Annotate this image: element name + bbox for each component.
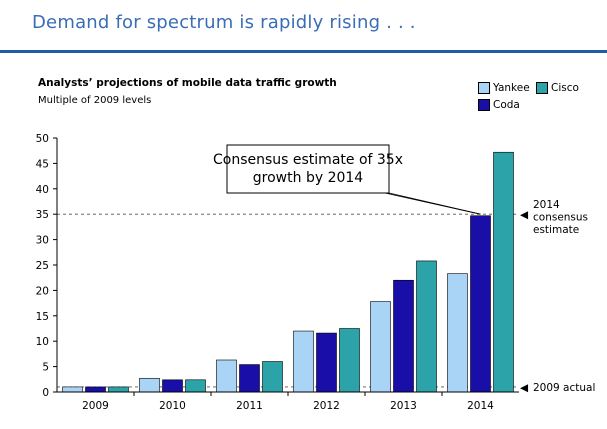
x-tick-label-2013: 2013 [390, 400, 417, 412]
bar-cisco-2011 [262, 361, 283, 393]
legend-label-yankee: Yankee [493, 82, 530, 94]
chart-subtitle: Multiple of 2009 levels [38, 95, 152, 106]
callout-pointer-right [384, 192, 481, 215]
y-tick-label-35: 35 [36, 209, 49, 221]
legend-swatch-cisco [536, 82, 548, 94]
legend-label-cisco: Cisco [551, 82, 579, 94]
y-tick-label-0: 0 [42, 387, 49, 399]
y-tick-label-40: 40 [36, 184, 49, 196]
bar-coda-2014 [470, 215, 491, 393]
bar-yankee-2013 [370, 301, 391, 393]
chart-title: Analysts’ projections of mobile data tra… [38, 77, 337, 89]
bar-cisco-2009 [108, 386, 129, 393]
bar-cisco-2010 [185, 379, 206, 393]
bar-cisco-2013 [416, 260, 437, 393]
x-tick-label-2012: 2012 [313, 400, 340, 412]
bar-coda-2011 [239, 364, 260, 393]
slide-title: Demand for spectrum is rapidly rising . … [32, 12, 416, 33]
legend-label-coda: Coda [493, 99, 520, 111]
callout-text-line-0: Consensus estimate of 35x [213, 152, 403, 168]
bar-yankee-2010 [139, 377, 160, 393]
reference-label-2014-consensus-estimate-1: consensus [533, 212, 588, 224]
y-tick-label-25: 25 [36, 260, 49, 272]
x-tick-label-2014: 2014 [467, 400, 494, 412]
y-tick-label-5: 5 [42, 362, 49, 374]
bar-coda-2009 [85, 386, 106, 393]
x-tick-label-2011: 2011 [236, 400, 263, 412]
legend-swatch-yankee [478, 82, 490, 94]
callout-box [226, 144, 390, 194]
y-tick-label-30: 30 [36, 235, 49, 247]
x-tick-label-2009: 2009 [82, 400, 109, 412]
reference-label-2014-consensus-estimate-2: estimate [533, 224, 579, 236]
y-tick-label-15: 15 [36, 311, 49, 323]
reference-label-2014-consensus-estimate-0: 2014 [533, 199, 560, 211]
bar-yankee-2012 [293, 330, 314, 393]
bar-yankee-2011 [216, 359, 237, 393]
legend-swatch-coda [478, 99, 490, 111]
bar-cisco-2014 [493, 151, 514, 393]
bar-yankee-2009 [62, 386, 83, 393]
y-tick-label-45: 45 [36, 158, 49, 170]
chart-legend: Yankee Cisco Coda [478, 82, 603, 116]
callout-text-line-1: growth by 2014 [253, 170, 364, 186]
reference-marker-2009-actual: ◀ [520, 382, 529, 394]
title-rule [0, 50, 607, 53]
y-tick-label-10: 10 [36, 336, 49, 348]
bar-coda-2010 [162, 379, 183, 393]
legend-item-yankee: Yankee [478, 82, 530, 94]
y-tick-label-20: 20 [36, 285, 49, 297]
bar-coda-2012 [316, 332, 337, 393]
reference-marker-2014-consensus-estimate: ◀ [520, 209, 529, 221]
y-tick-label-50: 50 [36, 133, 49, 145]
bar-cisco-2012 [339, 328, 360, 393]
reference-label-2009-actual-0: 2009 actual [533, 382, 595, 394]
legend-item-cisco: Cisco [536, 82, 579, 94]
bar-coda-2013 [393, 279, 414, 393]
bar-yankee-2014 [447, 273, 468, 393]
x-tick-label-2010: 2010 [159, 400, 186, 412]
legend-item-coda: Coda [478, 99, 520, 111]
